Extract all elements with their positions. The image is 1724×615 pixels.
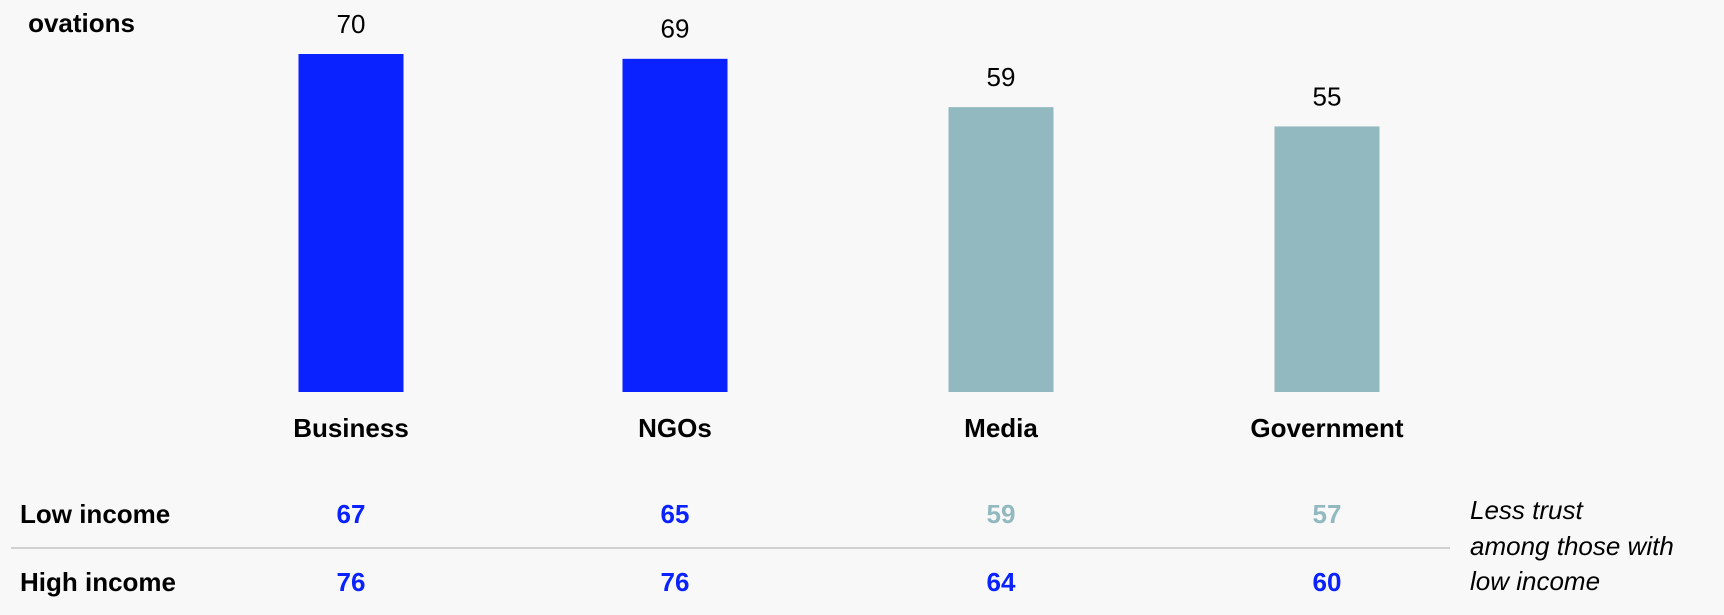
bar — [298, 54, 404, 392]
annotation: low income — [1470, 566, 1600, 596]
table-value: 59 — [987, 499, 1016, 529]
row-label: High income — [20, 567, 176, 597]
data-label: 70 — [337, 9, 366, 39]
chart-title: ovations — [28, 8, 135, 38]
data-label: 55 — [1313, 81, 1342, 111]
bar — [948, 107, 1054, 392]
table-value: 67 — [337, 499, 366, 529]
data-label: 59 — [987, 62, 1016, 92]
x-tick-label: Government — [1250, 413, 1403, 443]
data-label: 69 — [661, 14, 690, 44]
x-tick-label: Media — [964, 413, 1038, 443]
table-value: 57 — [1313, 499, 1342, 529]
x-tick-label: Business — [293, 413, 409, 443]
table-value: 60 — [1313, 567, 1342, 597]
table-value: 76 — [661, 567, 690, 597]
x-tick-label: NGOs — [638, 413, 712, 443]
table-value: 65 — [661, 499, 690, 529]
bar — [622, 58, 728, 392]
annotation: Less trust — [1470, 495, 1584, 525]
table-value: 76 — [337, 567, 366, 597]
table-value: 64 — [987, 567, 1016, 597]
annotation: among those with — [1470, 531, 1674, 561]
bar — [1274, 126, 1380, 392]
row-label: Low income — [20, 499, 170, 529]
